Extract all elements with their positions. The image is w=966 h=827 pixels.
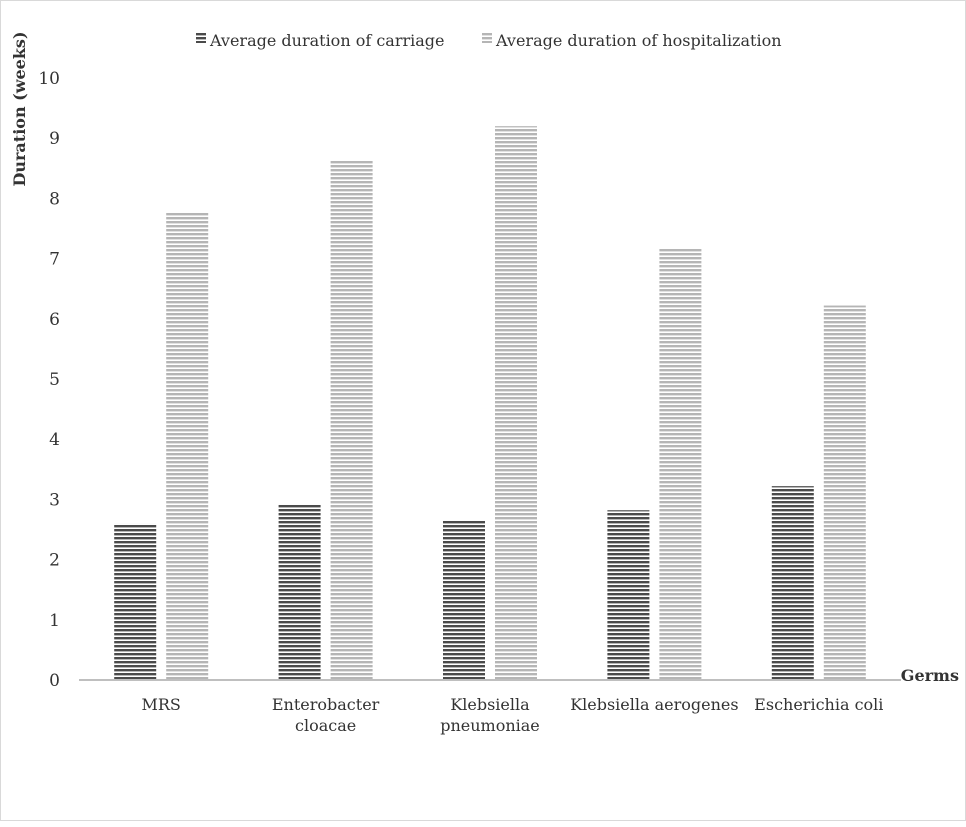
bar-hospitalization	[166, 211, 209, 681]
x-axis-title: Germs	[901, 666, 959, 685]
legend: Average duration of carriage Average dur…	[196, 31, 782, 50]
y-tick-label: 0	[49, 671, 60, 691]
x-category-label: Enterobacter cloacae	[272, 695, 380, 735]
y-tick-label: 5	[49, 370, 60, 390]
x-category-line: Escherichia coli	[754, 695, 883, 714]
bar-hospitalization	[330, 160, 373, 680]
bar-carriage	[278, 504, 321, 680]
y-axis-title: Duration (weeks)	[10, 31, 29, 186]
y-axis-ticks: 0 1 2 3 4 5 6 7 8 9 10	[38, 69, 60, 691]
y-tick-label: 6	[49, 310, 60, 330]
bar-hospitalization	[495, 126, 537, 680]
legend-label-hospitalization: Average duration of hospitalization	[495, 31, 782, 50]
x-category-line: Klebsiella	[450, 695, 530, 714]
legend-swatch-hospitalization	[482, 33, 492, 43]
x-category-label: Klebsiella pneumoniae	[440, 695, 540, 735]
y-tick-label: 3	[49, 490, 60, 510]
x-category-line: pneumoniae	[440, 716, 540, 735]
bar-carriage	[771, 486, 814, 680]
x-axis-categories: MRS Enterobacter cloacae Klebsiella pneumoni…	[142, 695, 884, 735]
y-tick-label: 4	[49, 430, 60, 450]
bar-carriage	[607, 510, 650, 680]
y-tick-label: 2	[49, 551, 60, 571]
y-tick-label: 10	[38, 69, 60, 89]
bar-hospitalization	[659, 247, 702, 680]
x-category-label: Klebsiella aerogenes	[570, 695, 738, 714]
y-tick-label: 7	[49, 250, 60, 270]
x-category-line: MRS	[142, 695, 181, 714]
bars	[114, 126, 866, 681]
legend-item-hospitalization: Average duration of hospitalization	[482, 31, 782, 50]
x-category-line: Klebsiella aerogenes	[570, 695, 738, 714]
bar-carriage	[114, 523, 157, 680]
x-category-label: Escherichia coli	[754, 695, 883, 714]
legend-label-carriage: Average duration of carriage	[209, 31, 445, 50]
bar-hospitalization	[823, 305, 866, 680]
legend-item-carriage: Average duration of carriage	[196, 31, 445, 50]
x-category-line: Enterobacter	[272, 695, 380, 714]
bar-carriage	[443, 520, 485, 680]
x-category-line: cloacae	[295, 716, 356, 735]
legend-swatch-carriage	[196, 33, 206, 43]
y-tick-label: 8	[49, 189, 60, 209]
y-tick-label: 9	[49, 129, 60, 149]
x-category-label: MRS	[142, 695, 181, 714]
y-tick-label: 1	[49, 611, 60, 631]
